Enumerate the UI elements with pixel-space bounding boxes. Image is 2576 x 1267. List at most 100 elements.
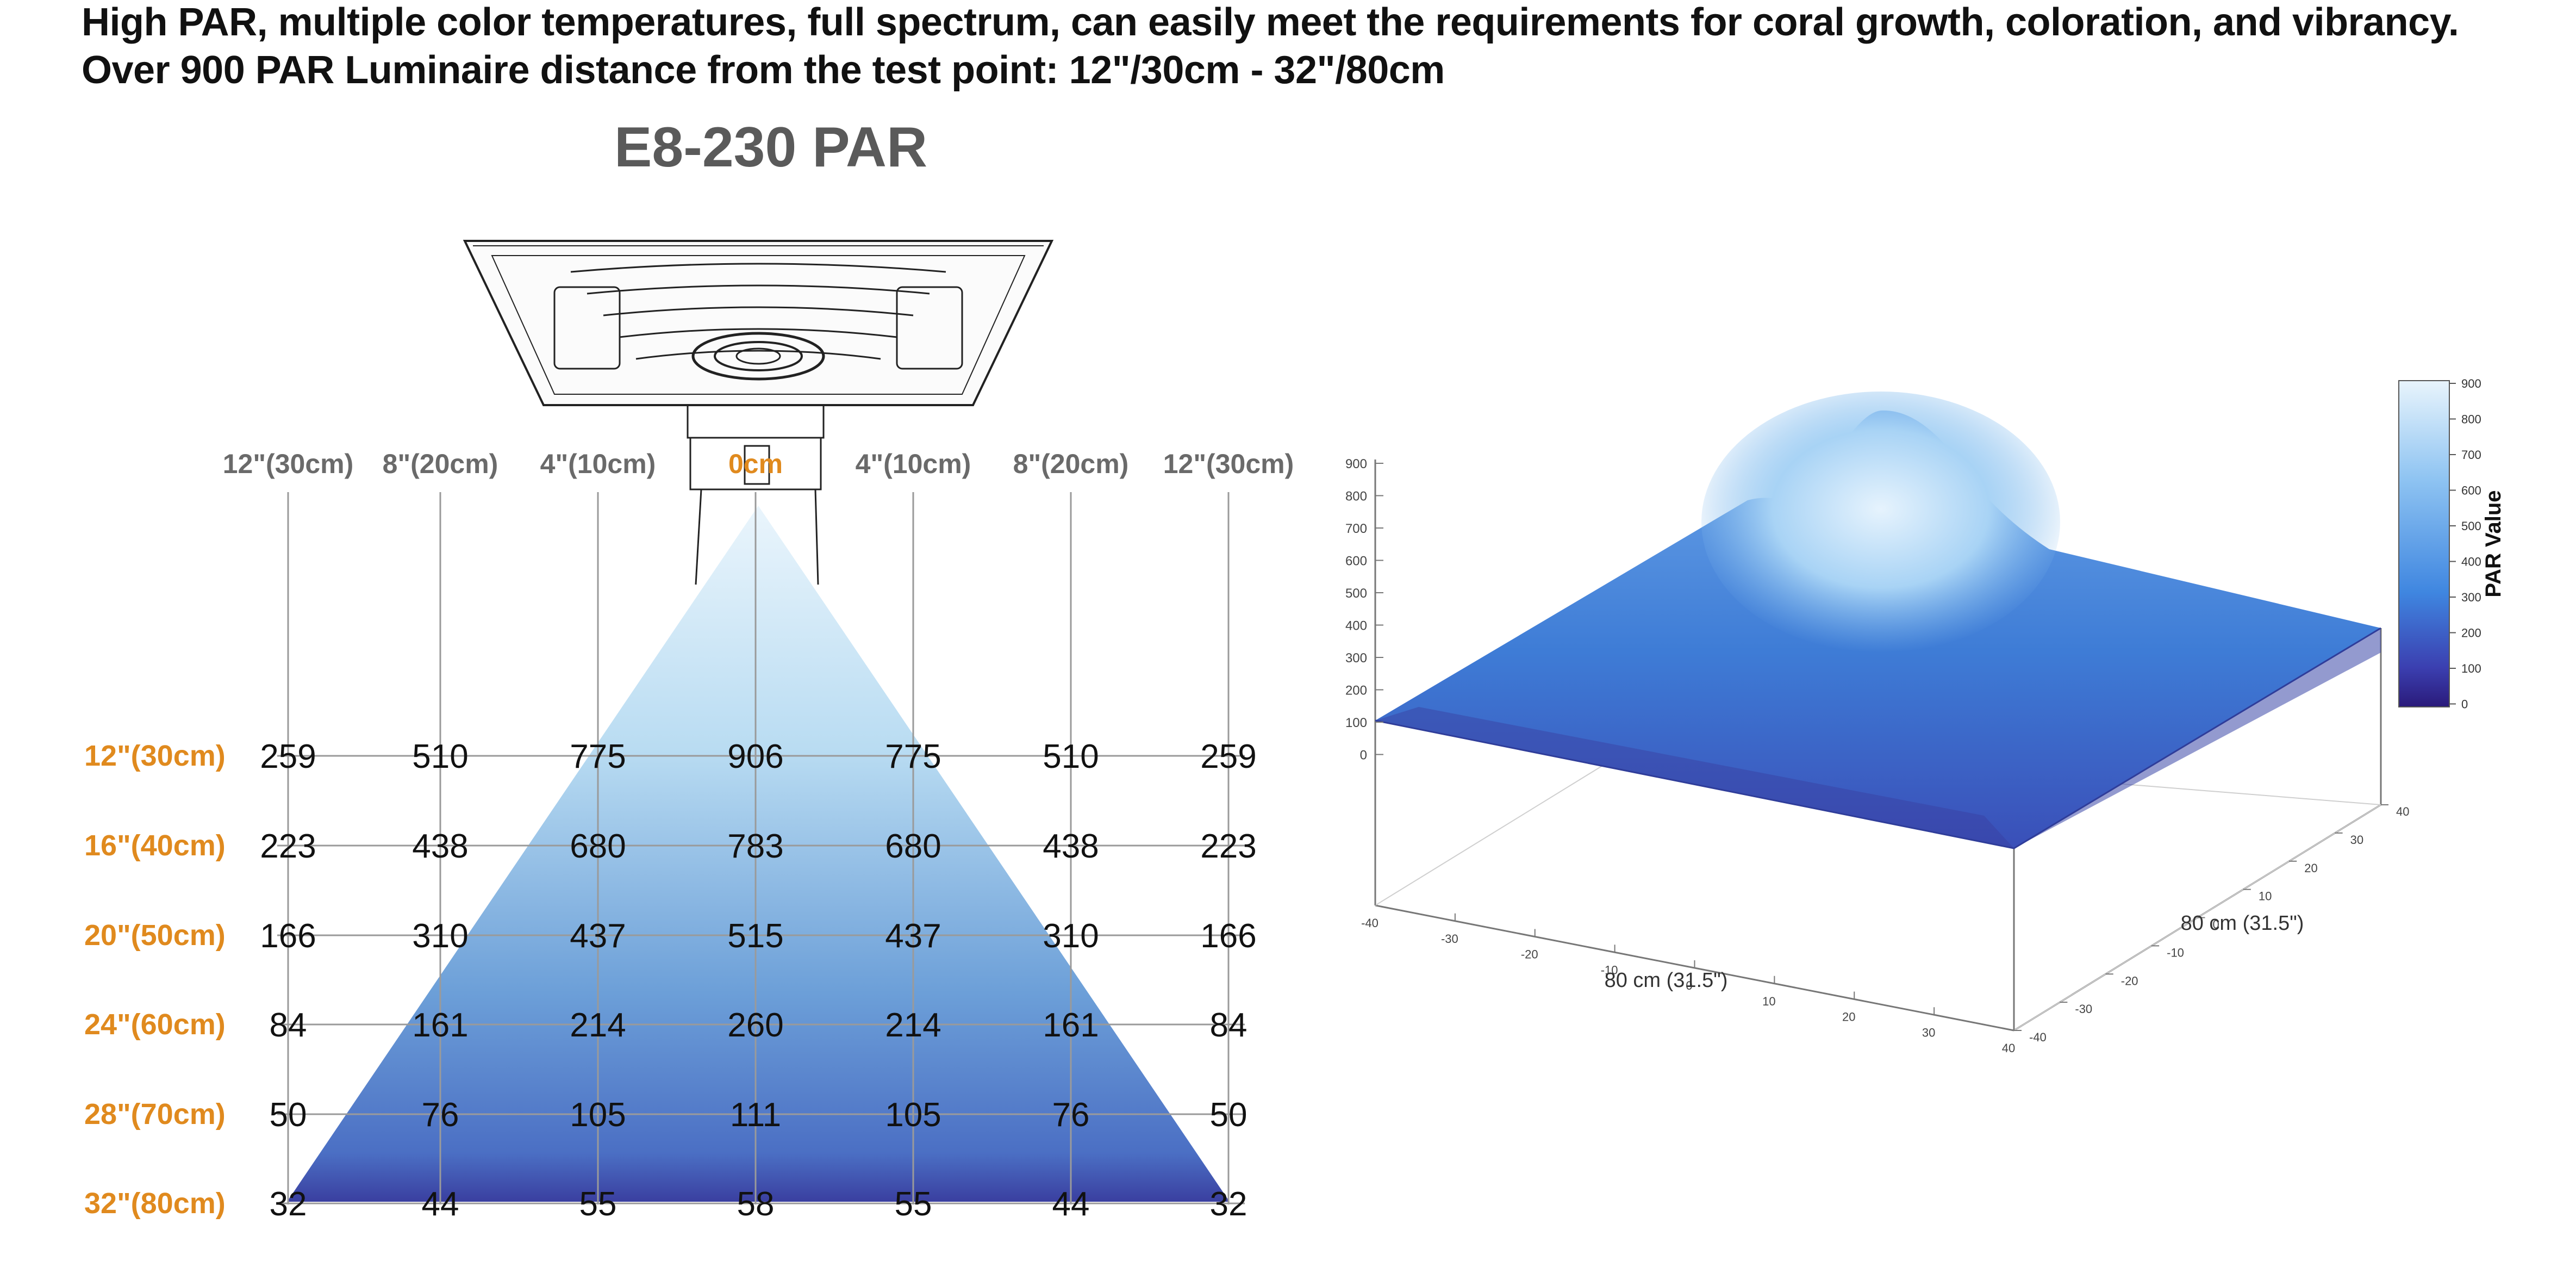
y-axis-ticks: -40 -30 -20 -10 0 10 20 30 40 xyxy=(2014,804,2409,1044)
x-tick-label: 20 xyxy=(1842,1010,1855,1024)
column-header: 8"(20cm) xyxy=(1013,449,1129,479)
x-axis-label: 80 cm (31.5") xyxy=(1605,969,1728,992)
z-tick-label: 0 xyxy=(1360,748,1367,763)
x-tick-label: 40 xyxy=(2002,1041,2015,1055)
table-cell: 260 xyxy=(727,1007,783,1044)
colorbar-ticks: 900 800 700 600 500 400 300 200 100 0 xyxy=(2449,377,2481,711)
table-cell: 775 xyxy=(885,738,941,775)
model-title: E8-230 PAR xyxy=(614,116,928,179)
z-tick-label: 700 xyxy=(1345,521,1367,536)
z-tick-label: 900 xyxy=(1345,457,1367,471)
surface-left-edge xyxy=(1375,707,2014,848)
table-cell: 84 xyxy=(270,1007,307,1044)
x-tick-label: 10 xyxy=(1762,995,1775,1008)
y-tick-label: -30 xyxy=(2075,1002,2092,1016)
table-cell: 32 xyxy=(1210,1185,1248,1223)
row-header: 16"(40cm) xyxy=(84,829,226,862)
colorbar-tick-label: 700 xyxy=(2461,448,2481,462)
table-cell: 259 xyxy=(260,738,316,775)
x-tick-label: -10 xyxy=(1601,963,1618,977)
colorbar-tick-label: 800 xyxy=(2461,413,2481,426)
table-cells: 259 510 775 906 775 510 259 223 438 680 783 680 438 2… xyxy=(260,738,1256,1223)
y-tick-label: -10 xyxy=(2167,946,2184,959)
column-header: 12"(30cm) xyxy=(223,449,354,479)
colorbar-tick-label: 600 xyxy=(2461,484,2481,498)
z-tick-label: 600 xyxy=(1345,554,1367,569)
table-cell: 44 xyxy=(422,1185,459,1223)
z-tick-label: 500 xyxy=(1345,586,1367,601)
table-cell: 166 xyxy=(260,917,316,955)
table-cell: 161 xyxy=(1043,1007,1099,1044)
colorbar-tick-label: 500 xyxy=(2461,519,2481,533)
table-cell: 166 xyxy=(1200,917,1256,955)
table-cell: 310 xyxy=(412,917,468,955)
row-header: 12"(30cm) xyxy=(84,740,226,772)
row-header: 28"(70cm) xyxy=(84,1098,226,1131)
table-cell: 214 xyxy=(570,1007,626,1044)
table-cell: 437 xyxy=(885,917,941,955)
table-cell: 906 xyxy=(727,738,783,775)
table-cell: 84 xyxy=(1210,1007,1248,1044)
column-header: 4"(10cm) xyxy=(540,449,656,479)
table-cell: 775 xyxy=(570,738,626,775)
colorbar-tick-label: 400 xyxy=(2461,555,2481,569)
headline-1: High PAR, multiple color temperatures, f… xyxy=(82,1,2459,44)
column-header: 12"(30cm) xyxy=(1163,449,1294,479)
colorbar-tick-label: 900 xyxy=(2461,377,2481,390)
x-tick-label: -20 xyxy=(1521,948,1538,961)
row-header: 24"(60cm) xyxy=(84,1008,226,1041)
table-cell: 437 xyxy=(570,917,626,955)
table-cell: 510 xyxy=(1043,738,1099,775)
colorbar-tick-label: 100 xyxy=(2461,662,2481,675)
z-tick-label: 800 xyxy=(1345,489,1367,504)
light-beam xyxy=(287,506,1230,1202)
led-fixture-icon xyxy=(463,240,1054,585)
table-cell: 32 xyxy=(270,1185,307,1223)
table-cell: 44 xyxy=(1052,1185,1090,1223)
y-tick-label: -20 xyxy=(2121,974,2138,987)
x-tick-label: 30 xyxy=(1922,1026,1935,1039)
table-cell: 76 xyxy=(1052,1096,1090,1134)
table-cell: 111 xyxy=(730,1096,781,1134)
table-cell: 510 xyxy=(412,738,468,775)
column-header: 4"(10cm) xyxy=(856,449,971,479)
table-cell: 55 xyxy=(579,1185,617,1223)
y-tick-label: 30 xyxy=(2350,833,2363,847)
y-axis-label: 80 cm (31.5") xyxy=(2181,912,2304,935)
table-cell: 223 xyxy=(260,828,316,865)
table-cell: 259 xyxy=(1200,738,1256,775)
table-cell: 76 xyxy=(422,1096,459,1134)
colorbar-label: PAR Value xyxy=(2481,490,2505,597)
headline-2: Over 900 PAR Luminaire distance from the… xyxy=(82,48,1445,92)
colorbar: 900 800 700 600 500 400 300 200 100 0 PAR Value xyxy=(2398,377,2505,711)
colorbar-tick-label: 300 xyxy=(2461,591,2481,604)
z-tick-label: 200 xyxy=(1345,684,1367,698)
z-tick-label: 100 xyxy=(1345,716,1367,730)
table-cell: 50 xyxy=(1210,1096,1248,1134)
z-tick-label: 400 xyxy=(1345,619,1367,634)
x-axis-ticks: -40 -30 -20 -10 0 10 20 30 40 xyxy=(1361,898,2015,1055)
table-cell: 310 xyxy=(1043,917,1099,955)
y-tick-label: 40 xyxy=(2396,805,2409,818)
y-tick-label: -40 xyxy=(2029,1030,2047,1044)
table-grid xyxy=(277,492,1245,1204)
table-cell: 214 xyxy=(885,1007,941,1044)
table-cell: 161 xyxy=(412,1007,468,1044)
column-header: 0cm xyxy=(728,449,783,479)
table-cell: 50 xyxy=(270,1096,307,1134)
table-cell: 105 xyxy=(570,1096,626,1134)
row-header: 20"(50cm) xyxy=(84,919,226,952)
z-tick-label: 300 xyxy=(1345,651,1367,666)
table-cell: 438 xyxy=(412,828,468,865)
column-headers: 12"(30cm) 8"(20cm) 4"(10cm) 0cm 4"(10cm) 8"(2… xyxy=(223,449,1294,479)
row-header: 32"(80cm) xyxy=(84,1187,226,1220)
x-tick-label: 0 xyxy=(1686,979,1692,992)
table-cell: 783 xyxy=(727,828,783,865)
colorbar-tick-label: 200 xyxy=(2461,626,2481,640)
row-headers: 12"(30cm) 16"(40cm) 20"(50cm) 24"(60cm) 28"(… xyxy=(84,740,226,1220)
y-tick-label: 20 xyxy=(2304,861,2317,875)
y-tick-label: 10 xyxy=(2259,890,2272,903)
table-cell: 223 xyxy=(1200,828,1256,865)
